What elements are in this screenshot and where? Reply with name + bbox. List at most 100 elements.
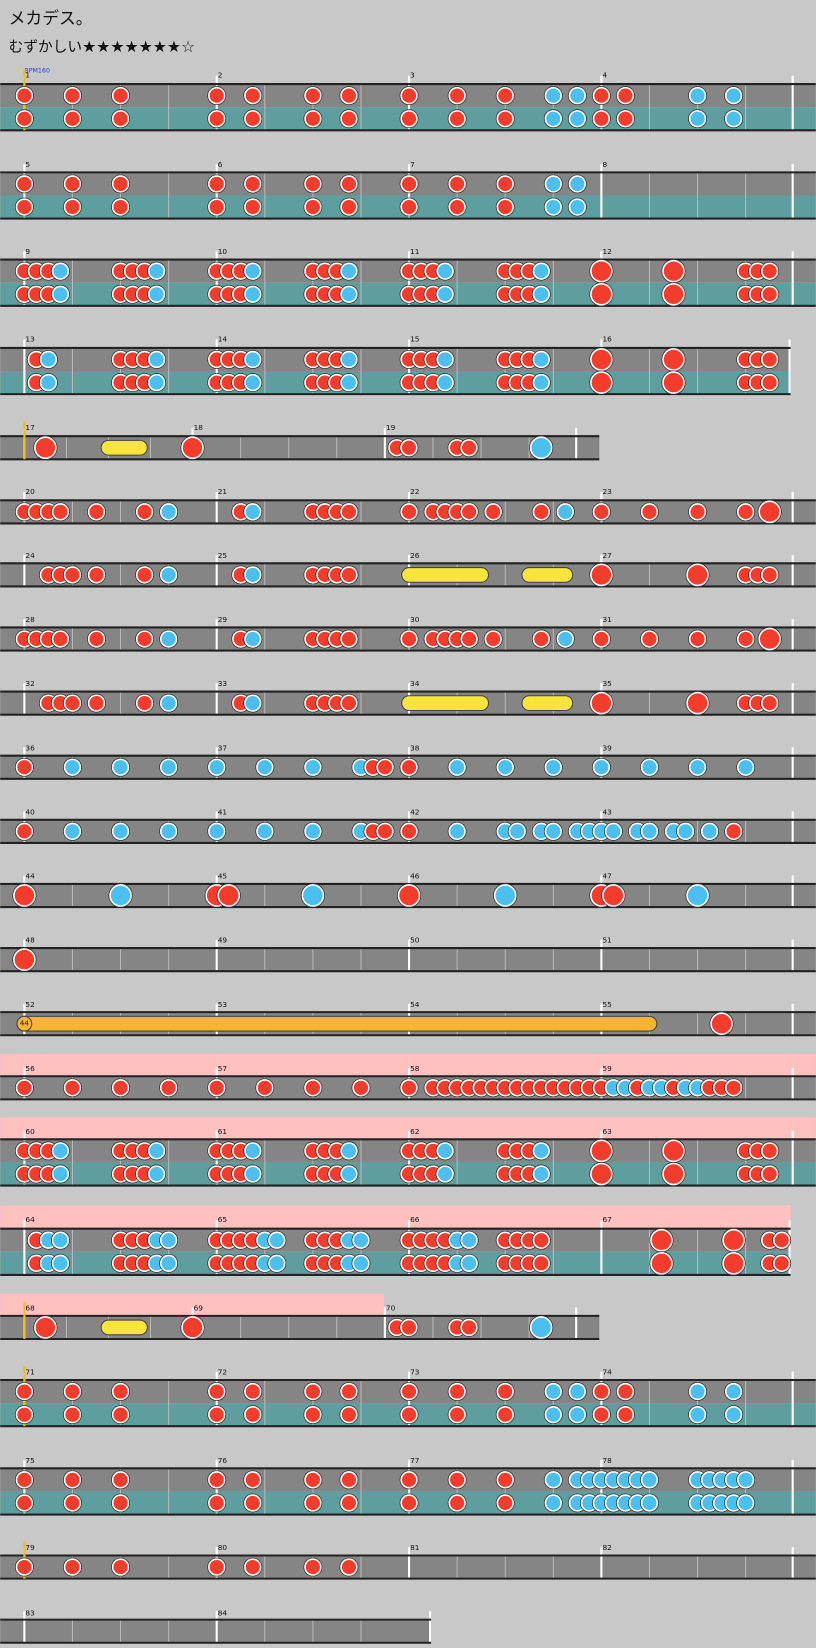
measure-number: 49 bbox=[218, 936, 228, 945]
don-note bbox=[484, 630, 502, 648]
don-note bbox=[63, 1494, 82, 1512]
don-note bbox=[15, 1558, 34, 1576]
don-note bbox=[640, 630, 659, 648]
don-note bbox=[400, 822, 418, 841]
ka-note bbox=[159, 630, 178, 648]
ka-note bbox=[544, 1471, 562, 1489]
don-note bbox=[340, 86, 358, 105]
don-note bbox=[662, 371, 685, 394]
ka-note bbox=[556, 503, 574, 521]
don-note bbox=[650, 1252, 673, 1275]
don-note bbox=[400, 758, 418, 776]
don-note bbox=[244, 1558, 262, 1576]
don-note bbox=[340, 175, 358, 193]
ka-note bbox=[529, 436, 553, 460]
ka-note bbox=[304, 822, 322, 841]
don-note bbox=[135, 630, 154, 648]
measure-number: 5 bbox=[25, 160, 30, 169]
don-note bbox=[616, 1406, 635, 1424]
don-note bbox=[135, 694, 154, 712]
don-note bbox=[448, 1494, 466, 1512]
measure-number: 39 bbox=[602, 743, 612, 752]
drumroll bbox=[521, 567, 574, 583]
don-note bbox=[662, 282, 685, 306]
don-note bbox=[758, 627, 781, 651]
don-note bbox=[304, 198, 322, 216]
don-note bbox=[496, 1382, 514, 1401]
measure-number: 82 bbox=[602, 1543, 611, 1552]
lane bbox=[0, 1315, 600, 1339]
ka-note bbox=[352, 1254, 370, 1272]
don-note bbox=[724, 1079, 743, 1097]
measure-number: 58 bbox=[410, 1064, 420, 1073]
don-note bbox=[761, 285, 779, 303]
gogo-band bbox=[0, 1205, 791, 1229]
don-note bbox=[397, 884, 421, 907]
don-note bbox=[208, 1471, 226, 1489]
measure-number: 66 bbox=[410, 1215, 420, 1224]
difficulty: むずかしい bbox=[9, 38, 83, 55]
ka-note bbox=[159, 758, 178, 776]
measure-number: 23 bbox=[602, 487, 612, 496]
don-note bbox=[400, 503, 418, 521]
don-note bbox=[304, 1382, 322, 1401]
don-note bbox=[496, 198, 514, 216]
don-note bbox=[722, 1228, 745, 1252]
don-note bbox=[304, 110, 322, 128]
measure-number: 35 bbox=[602, 679, 612, 688]
don-note bbox=[448, 1382, 466, 1401]
don-note bbox=[51, 630, 70, 648]
don-note bbox=[63, 1382, 82, 1401]
don-note bbox=[592, 630, 611, 648]
ka-note bbox=[688, 1406, 707, 1424]
measure-number: 65 bbox=[218, 1215, 228, 1224]
ka-note bbox=[340, 285, 358, 303]
measure-number: 10 bbox=[218, 247, 228, 256]
don-note bbox=[340, 1471, 358, 1489]
don-note bbox=[590, 1139, 613, 1163]
ka-note bbox=[159, 503, 178, 521]
drumroll bbox=[401, 567, 490, 583]
ka-note bbox=[448, 822, 466, 841]
measure-number: 30 bbox=[410, 615, 420, 624]
don-note bbox=[135, 566, 154, 584]
don-note bbox=[400, 1494, 418, 1512]
ka-note bbox=[436, 350, 454, 369]
don-note bbox=[496, 1494, 514, 1512]
ka-note bbox=[244, 350, 262, 369]
measure-number: 63 bbox=[602, 1127, 612, 1136]
measure-number: 69 bbox=[194, 1304, 204, 1313]
measure-number: 21 bbox=[218, 487, 227, 496]
don-note bbox=[590, 691, 613, 715]
don-note bbox=[448, 1406, 466, 1424]
don-note bbox=[208, 1382, 226, 1401]
don-note bbox=[532, 503, 550, 521]
don-note bbox=[376, 758, 394, 776]
ka-note bbox=[640, 822, 659, 841]
ka-note bbox=[147, 350, 166, 369]
ka-note bbox=[159, 1254, 178, 1272]
don-note bbox=[400, 175, 418, 193]
ka-note bbox=[724, 1382, 743, 1401]
don-note bbox=[773, 1231, 791, 1249]
don-note bbox=[244, 1471, 262, 1489]
ka-note bbox=[700, 822, 719, 841]
ka-note bbox=[244, 1165, 262, 1183]
measure-number: 13 bbox=[25, 334, 35, 343]
ka-note bbox=[640, 1494, 659, 1512]
measure-number: 33 bbox=[218, 679, 228, 688]
don-note bbox=[181, 1316, 204, 1339]
ka-note bbox=[544, 758, 562, 776]
ka-note bbox=[436, 1142, 454, 1160]
ka-note bbox=[592, 758, 611, 776]
measure-number: 6 bbox=[218, 160, 223, 169]
measure-number: 25 bbox=[218, 551, 228, 560]
ka-note bbox=[51, 1142, 70, 1160]
balloon-count: 44 bbox=[20, 1019, 30, 1028]
ka-note bbox=[147, 373, 166, 392]
ka-note bbox=[448, 758, 466, 776]
ka-note bbox=[724, 86, 743, 105]
ka-note bbox=[268, 1254, 286, 1272]
ka-note bbox=[436, 373, 454, 392]
don-note bbox=[448, 86, 466, 105]
